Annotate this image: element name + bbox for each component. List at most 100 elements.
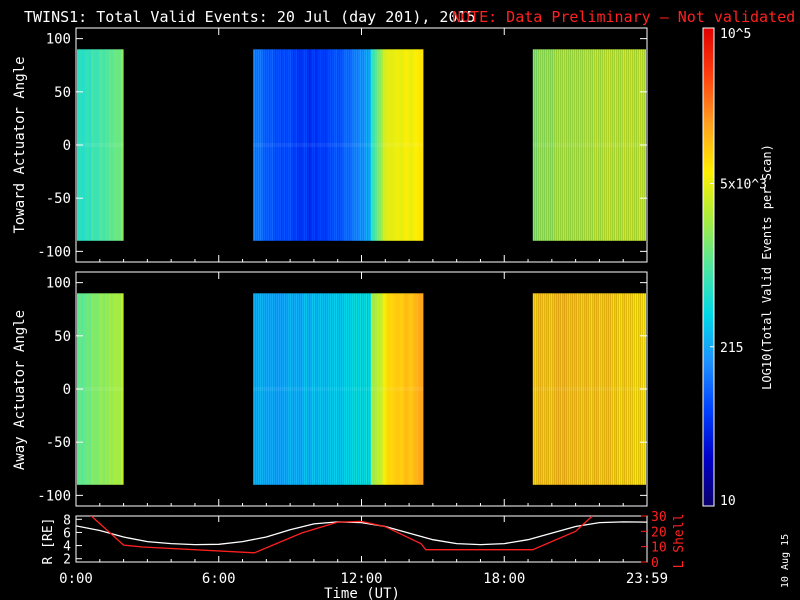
- away-heat-column: [381, 293, 383, 485]
- away-heat-column: [105, 293, 107, 485]
- toward-heat-column: [111, 49, 113, 241]
- away-heat-column: [550, 293, 553, 485]
- toward-heat-column: [267, 49, 270, 241]
- away-heat-column: [329, 293, 332, 485]
- toward-heat-column: [388, 49, 391, 241]
- away-heat-column: [279, 293, 282, 485]
- toward-heat-column: [542, 49, 545, 241]
- away-segment: [386, 293, 424, 485]
- away-heat-column: [295, 293, 298, 485]
- toward-heat-column: [390, 49, 393, 241]
- toward-heat-column: [610, 49, 613, 241]
- away-heat-column: [594, 293, 597, 485]
- away-heat-column: [95, 293, 97, 485]
- toward-heat-column: [261, 49, 264, 241]
- toward-heat-column: [325, 49, 328, 241]
- toward-axis: 100 50 0 -50 -100: [37, 28, 648, 262]
- toward-heat-column: [359, 49, 362, 241]
- away-heat-column: [562, 293, 565, 485]
- toward-heat-column: [335, 49, 338, 241]
- toward-heat-column: [95, 49, 97, 241]
- toward-heat-column: [588, 49, 591, 241]
- toward-heat-column: [319, 49, 322, 241]
- toward-heat-column: [93, 49, 95, 241]
- away-segment: [77, 293, 124, 485]
- away-heat-column: [317, 293, 320, 485]
- away-heat-column: [568, 293, 571, 485]
- toward-heat-column: [299, 49, 302, 241]
- toward-heat-column: [606, 49, 609, 241]
- toward-heat-column: [311, 49, 314, 241]
- away-heat-column: [277, 293, 280, 485]
- away-heat-column: [534, 293, 537, 485]
- toward-heat-column: [534, 49, 537, 241]
- toward-heat-column: [556, 49, 559, 241]
- away-zero-band: [77, 386, 124, 392]
- away-heat-column: [632, 293, 635, 485]
- away-heat-column: [400, 293, 403, 485]
- date-stamp: 10 Aug 15: [780, 534, 791, 588]
- toward-heat-column: [283, 49, 286, 241]
- away-heat-column: [388, 293, 391, 485]
- toward-heat-column: [279, 49, 282, 241]
- left-tick-label: 8: [63, 513, 71, 528]
- right-tick-label: 30: [651, 510, 667, 525]
- x-tick-label: 18:00: [483, 571, 525, 587]
- toward-heat-column: [400, 49, 403, 241]
- toward-heat-column: [618, 49, 621, 241]
- toward-heat-column: [297, 49, 300, 241]
- away-heat-column: [558, 293, 561, 485]
- toward-heat-column: [582, 49, 585, 241]
- toward-heat-column: [636, 49, 639, 241]
- colorbar-ticks: 10 215 5x10^3 10^5: [710, 27, 767, 509]
- away-heat-column: [414, 293, 417, 485]
- away-heat-column: [590, 293, 593, 485]
- away-heat-column: [307, 293, 310, 485]
- away-heat-column: [620, 293, 623, 485]
- away-heat-column: [333, 293, 336, 485]
- away-heat-column: [540, 293, 543, 485]
- toward-heat-column: [404, 49, 407, 241]
- away-heat-column: [578, 293, 581, 485]
- away-heat-column: [536, 293, 539, 485]
- away-heat-column: [337, 293, 340, 485]
- toward-heat-column: [285, 49, 288, 241]
- away-segment: [532, 293, 646, 485]
- toward-ylabel: Toward Actuator Angle: [12, 56, 28, 233]
- toward-heat-column: [337, 49, 340, 241]
- away-heat-column: [109, 293, 111, 485]
- toward-heat-column: [313, 49, 316, 241]
- toward-heat-column: [532, 49, 535, 241]
- y-tick-label: 50: [54, 85, 71, 101]
- away-heat-column: [379, 293, 381, 485]
- toward-heat-column: [303, 49, 306, 241]
- away-heat-column: [548, 293, 551, 485]
- away-heat-column: [418, 293, 421, 485]
- toward-panel: 100 50 0 -50 -100 Toward Actuator Angle: [12, 27, 648, 263]
- away-heat-column: [572, 293, 575, 485]
- toward-heat-column: [544, 49, 547, 241]
- away-heat-column: [101, 293, 103, 485]
- away-segment: [253, 293, 372, 485]
- toward-heat-column: [562, 49, 565, 241]
- away-heat-column: [311, 293, 314, 485]
- toward-heat-column: [257, 49, 260, 241]
- toward-heat-column: [375, 49, 377, 241]
- away-heat-column: [341, 293, 344, 485]
- x-tick-label: 6:00: [202, 571, 236, 587]
- away-heat-column: [396, 293, 399, 485]
- toward-heat-column: [365, 49, 368, 241]
- away-heat-column: [404, 293, 407, 485]
- y-tick-label: 0: [63, 382, 71, 398]
- colorbar-label: LOG10(Total Valid Events per Scan): [760, 144, 774, 390]
- toward-heat-column: [536, 49, 539, 241]
- away-heat-column: [377, 293, 379, 485]
- away-heat-column: [259, 293, 262, 485]
- toward-heat-column: [99, 49, 101, 241]
- away-heat-column: [580, 293, 583, 485]
- toward-segment: [386, 49, 424, 241]
- away-heat-column: [265, 293, 268, 485]
- toward-heat-column: [333, 49, 336, 241]
- toward-heat-column: [287, 49, 290, 241]
- away-heat-column: [291, 293, 294, 485]
